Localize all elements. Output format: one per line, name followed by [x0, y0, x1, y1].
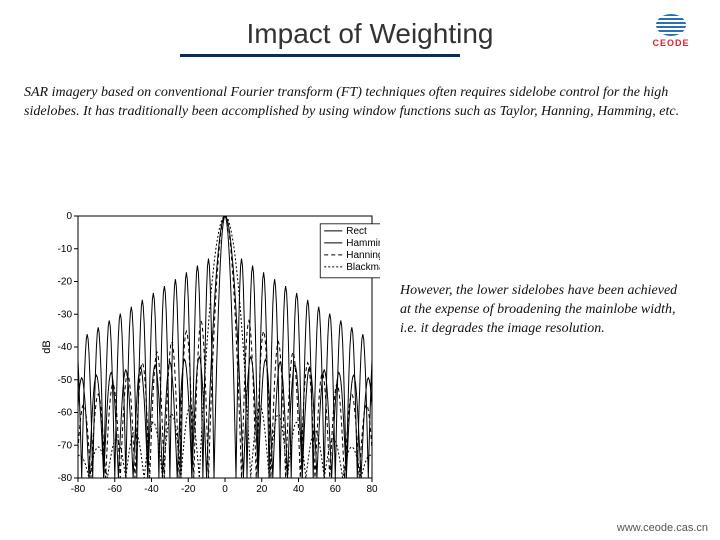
svg-text:80: 80 [366, 484, 378, 495]
footer-url: www.ceode.cas.cn [617, 522, 708, 534]
svg-text:60: 60 [330, 484, 342, 495]
svg-text:-60: -60 [108, 484, 123, 495]
svg-text:-70: -70 [58, 440, 73, 451]
svg-text:Hamming: Hamming [346, 238, 380, 249]
svg-text:dB: dB [41, 340, 53, 353]
svg-text:0: 0 [66, 211, 72, 222]
svg-text:40: 40 [293, 484, 305, 495]
svg-text:-20: -20 [58, 277, 73, 288]
svg-text:-50: -50 [58, 375, 73, 386]
intro-paragraph: SAR imagery based on conventional Fourie… [24, 84, 696, 122]
logo-text: CEODE [636, 38, 706, 48]
globe-icon [656, 14, 686, 36]
slide-title-wrap: Impact of Weighting [0, 18, 720, 50]
slide-header: Impact of Weighting CEODE [0, 0, 720, 70]
svg-text:20: 20 [256, 484, 268, 495]
svg-text:-10: -10 [58, 244, 73, 255]
svg-text:Rect: Rect [346, 226, 367, 237]
svg-text:-20: -20 [181, 484, 196, 495]
window-response-chart: -80 -60 -40 -20 0 20 40 60 80 0 -10 -20 -30 -40 -50 -60… [40, 210, 380, 500]
title-underline [180, 54, 460, 57]
svg-text:-40: -40 [58, 342, 73, 353]
svg-text:Blackman: Blackman [346, 262, 380, 273]
svg-text:Hanning: Hanning [346, 250, 380, 261]
side-paragraph: However, the lower sidelobes have been a… [400, 282, 690, 339]
chart-svg: -80 -60 -40 -20 0 20 40 60 80 0 -10 -20 -30 -40 -50 -60… [40, 210, 380, 500]
svg-text:-60: -60 [58, 408, 73, 419]
svg-text:-80: -80 [71, 484, 86, 495]
svg-text:0: 0 [222, 484, 228, 495]
svg-text:-40: -40 [144, 484, 159, 495]
svg-text:-80: -80 [58, 473, 73, 484]
svg-text:-30: -30 [58, 309, 73, 320]
slide-title: Impact of Weighting [227, 18, 514, 49]
organization-logo: CEODE [636, 14, 706, 54]
